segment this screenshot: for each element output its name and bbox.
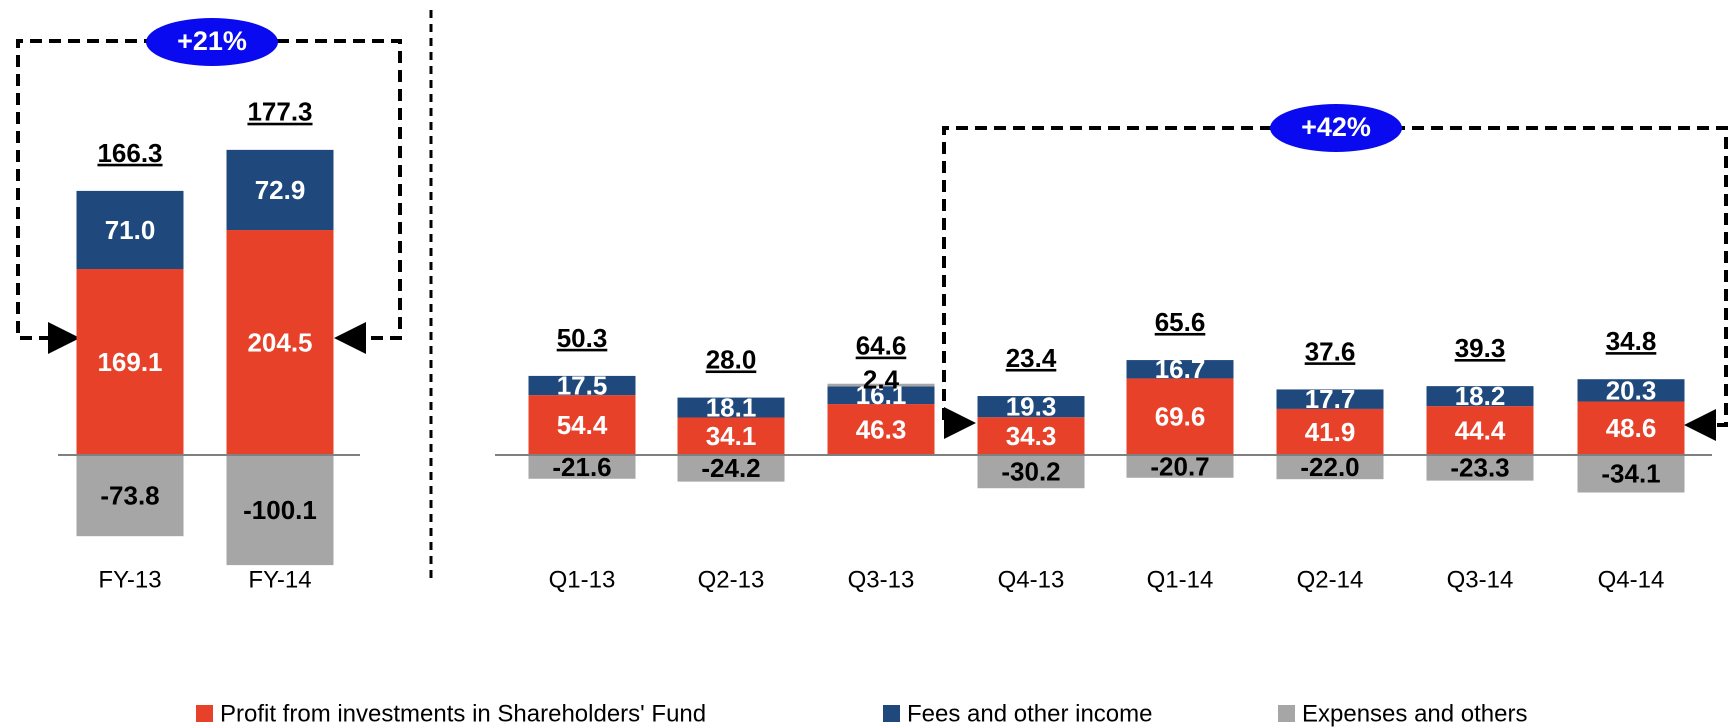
data-label: -20.7 (1150, 451, 1209, 481)
data-label: 54.4 (557, 410, 608, 440)
bar-segment (76, 455, 184, 537)
data-label: 16.7 (1155, 354, 1206, 384)
bar-segment (827, 386, 935, 405)
bar-segment (1276, 455, 1384, 480)
total-label: 28.0 (706, 344, 757, 374)
total-label: 65.6 (1155, 307, 1206, 337)
data-label: 72.9 (255, 175, 306, 205)
data-label: -73.8 (100, 480, 159, 510)
data-label: 17.7 (1305, 384, 1356, 414)
bar-segment (226, 230, 334, 455)
legend-label: Fees and other income (907, 700, 1152, 727)
data-label: 19.3 (1006, 392, 1057, 422)
bar-segment (226, 455, 334, 566)
bar-segment (977, 417, 1085, 455)
x-tick-label: Q1-13 (549, 566, 616, 593)
data-label: 2.4 (863, 365, 900, 395)
legend-swatch (1278, 705, 1295, 722)
x-tick-label: Q4-14 (1598, 566, 1665, 593)
annotation: +21% (177, 26, 247, 56)
data-label: 46.3 (856, 414, 907, 444)
data-label: -100.1 (243, 495, 317, 525)
bar-segment (977, 396, 1085, 418)
x-tick-label: Q1-14 (1147, 566, 1214, 593)
bar-segment (76, 190, 184, 269)
bar-segment (1577, 401, 1685, 455)
bar-segment (1577, 379, 1685, 402)
data-label: 18.1 (706, 392, 757, 422)
data-label: 71.0 (105, 215, 156, 245)
bar-segment (1426, 455, 1534, 481)
annotation-bubble (146, 18, 278, 66)
data-label: 20.3 (1606, 375, 1657, 405)
data-label: -34.1 (1601, 459, 1660, 489)
bar-segment (827, 404, 935, 455)
x-tick-label: FY-14 (248, 566, 311, 593)
bar-segment (528, 455, 636, 479)
bar-segment (528, 395, 636, 455)
data-label: 48.6 (1606, 413, 1657, 443)
data-label: 204.5 (247, 327, 312, 357)
data-label: -30.2 (1001, 456, 1060, 486)
data-label: 17.5 (557, 370, 608, 400)
total-label: 39.3 (1455, 333, 1506, 363)
bar-segment (528, 375, 636, 396)
annotation: +42% (1301, 112, 1371, 142)
bar-segment (977, 455, 1085, 489)
bracket-fy (16, 39, 402, 354)
bar-segment (1276, 389, 1384, 409)
total-label: 37.6 (1305, 336, 1356, 366)
bar-segment (1126, 360, 1234, 379)
bar-segment (1426, 386, 1534, 407)
data-label: 34.1 (706, 421, 757, 451)
total-label: 166.3 (97, 138, 162, 168)
annotation-bubble (1270, 104, 1402, 152)
x-tick-label: FY-13 (98, 566, 161, 593)
data-label: 69.6 (1155, 402, 1206, 432)
total-label: 50.3 (557, 323, 608, 353)
bar-segment (1126, 455, 1234, 478)
data-label: 41.9 (1305, 417, 1356, 447)
data-label: -24.2 (701, 453, 760, 483)
bar-segment (1126, 378, 1234, 455)
bar-segment (1426, 406, 1534, 455)
x-tick-label: Q2-14 (1297, 566, 1364, 593)
bar-segment (677, 417, 785, 455)
total-label: 64.6 (856, 331, 907, 361)
total-label: 177.3 (247, 97, 312, 127)
bar-segment (226, 149, 334, 231)
x-tick-label: Q4-13 (998, 566, 1065, 593)
data-label: 18.2 (1455, 381, 1506, 411)
legend-swatch (883, 705, 900, 722)
legend-label: Expenses and others (1302, 700, 1527, 727)
bar-segment (76, 268, 184, 455)
legend-swatch (196, 705, 213, 722)
data-label: 44.4 (1455, 415, 1506, 445)
bar-segment (677, 455, 785, 482)
legend-label: Profit from investments in Shareholders'… (220, 700, 706, 727)
bar-segment (827, 383, 935, 387)
x-tick-label: Q3-14 (1447, 566, 1514, 593)
data-label: -23.3 (1450, 453, 1509, 483)
x-tick-label: Q3-13 (848, 566, 915, 593)
data-label: -21.6 (552, 452, 611, 482)
bracket-q (942, 126, 1728, 441)
bar-segment (1577, 455, 1685, 493)
data-label: 34.3 (1006, 421, 1057, 451)
data-label: 169.1 (97, 347, 162, 377)
total-label: 23.4 (1006, 343, 1057, 373)
bar-segment (677, 397, 785, 418)
x-tick-label: Q2-13 (698, 566, 765, 593)
bar-segment (1276, 408, 1384, 455)
data-label: -22.0 (1300, 452, 1359, 482)
total-label: 34.8 (1606, 326, 1657, 356)
